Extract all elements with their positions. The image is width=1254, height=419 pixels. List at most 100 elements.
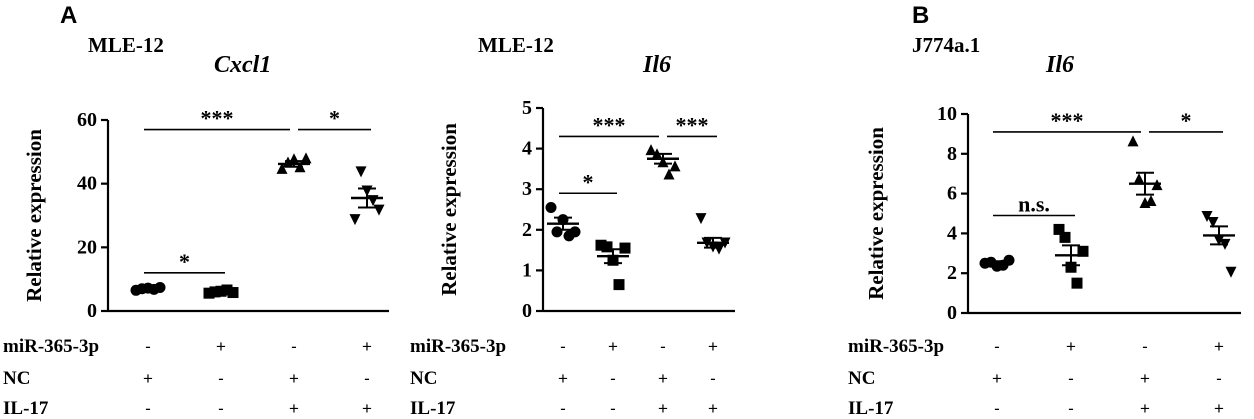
data-point <box>663 168 675 180</box>
data-point <box>373 204 385 216</box>
data-point <box>1053 223 1065 235</box>
panel-letter-b: B <box>912 2 929 29</box>
condition-label: IL-17 <box>3 398 49 419</box>
condition-mark: + <box>289 369 299 388</box>
y-tick-label: 0 <box>947 302 957 324</box>
data-point <box>203 287 215 299</box>
y-tick-label: 10 <box>937 103 957 125</box>
data-point <box>613 279 625 291</box>
y-tick-label: 4 <box>947 222 957 244</box>
y-tick-label: 0 <box>87 300 97 322</box>
significance-label: *** <box>676 112 709 137</box>
data-point <box>1077 245 1089 257</box>
data-point <box>595 239 607 251</box>
y-tick-label: 40 <box>77 173 97 195</box>
condition-mark: - <box>218 399 224 418</box>
condition-mark: + <box>362 337 372 356</box>
condition-mark: + <box>708 399 718 418</box>
condition-mark: - <box>364 369 370 388</box>
condition-mark: - <box>218 369 224 388</box>
significance-label: * <box>329 106 340 131</box>
data-point <box>1201 210 1213 222</box>
data-point <box>713 243 725 255</box>
y-tick-label: 4 <box>522 138 532 160</box>
significance-label: *** <box>1051 108 1084 133</box>
condition-label: NC <box>410 368 437 389</box>
condition-label: NC <box>848 368 875 389</box>
condition-mark: + <box>1140 369 1150 388</box>
data-point <box>349 214 361 226</box>
condition-mark: - <box>1216 369 1222 388</box>
data-point <box>695 213 707 225</box>
y-axis-label: Relative expression <box>437 123 461 296</box>
data-point <box>645 144 657 156</box>
data-point <box>276 162 288 174</box>
condition-mark: + <box>1214 399 1224 418</box>
significance-label: * <box>179 249 190 274</box>
condition-mark: - <box>1142 337 1148 356</box>
condition-mark: - <box>994 399 1000 418</box>
y-tick-label: 0 <box>522 300 532 322</box>
y-tick-label: 60 <box>77 109 97 131</box>
condition-mark: + <box>1066 337 1076 356</box>
significance-label: * <box>583 169 594 194</box>
condition-mark: - <box>610 399 616 418</box>
y-tick-label: 6 <box>947 183 957 205</box>
condition-mark: - <box>145 337 151 356</box>
condition-mark: + <box>1214 337 1224 356</box>
y-tick-label: 1 <box>522 259 532 281</box>
significance-label: * <box>1181 108 1192 133</box>
condition-mark: + <box>608 337 618 356</box>
gene-title: Il6 <box>1045 52 1074 78</box>
y-axis-label: Relative expression <box>864 127 888 300</box>
condition-label: miR-365-3p <box>410 336 506 357</box>
condition-mark: + <box>362 399 372 418</box>
y-tick-label: 5 <box>522 97 532 119</box>
significance-label: n.s. <box>1018 191 1050 216</box>
data-point <box>1065 261 1077 273</box>
panel-letter-a: A <box>60 2 77 29</box>
condition-mark: - <box>560 337 566 356</box>
y-tick-label: 20 <box>77 236 97 258</box>
condition-mark: + <box>992 369 1002 388</box>
data-point <box>551 226 563 238</box>
gene-title: Il6 <box>642 52 671 78</box>
significance-label: *** <box>593 112 626 137</box>
condition-mark: + <box>558 369 568 388</box>
condition-mark: - <box>1068 369 1074 388</box>
data-point <box>619 242 631 254</box>
gene-title: Cxcl1 <box>214 52 271 78</box>
condition-label: IL-17 <box>848 398 894 419</box>
cell-line-label: J774a.1 <box>912 33 980 57</box>
data-point <box>300 152 312 164</box>
data-point <box>1207 216 1219 228</box>
condition-mark: - <box>710 369 716 388</box>
condition-mark: - <box>560 399 566 418</box>
data-point <box>545 201 557 213</box>
cell-line-label: MLE-12 <box>88 33 164 57</box>
data-point <box>1071 277 1083 289</box>
condition-mark: - <box>610 369 616 388</box>
y-tick-label: 3 <box>522 178 532 200</box>
data-point <box>601 241 613 253</box>
data-point <box>355 166 367 178</box>
y-tick-label: 2 <box>522 219 532 241</box>
condition-mark: + <box>658 399 668 418</box>
y-tick-label: 8 <box>947 143 957 165</box>
condition-label: NC <box>3 368 30 389</box>
condition-mark: + <box>658 369 668 388</box>
data-point <box>154 281 166 293</box>
data-point <box>1145 195 1157 207</box>
data-point <box>1225 266 1237 278</box>
data-point <box>669 160 681 172</box>
data-point <box>1133 173 1145 185</box>
significance-label: *** <box>201 106 234 131</box>
condition-mark: + <box>1140 399 1150 418</box>
condition-mark: + <box>216 337 226 356</box>
condition-mark: - <box>660 337 666 356</box>
condition-mark: - <box>1068 399 1074 418</box>
condition-mark: - <box>145 399 151 418</box>
condition-label: miR-365-3p <box>3 336 99 357</box>
